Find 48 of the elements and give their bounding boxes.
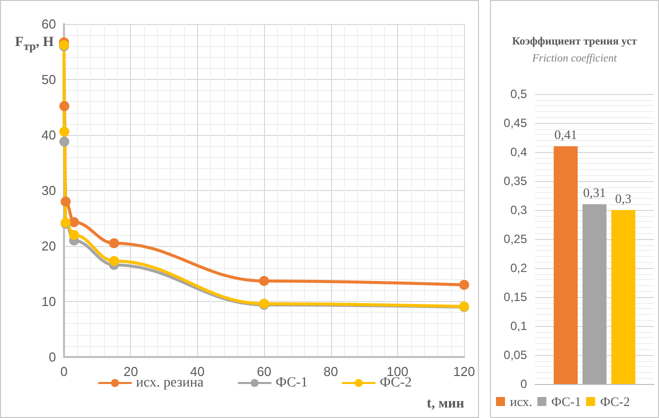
y-tick-label: 0 (520, 377, 528, 391)
point (60, 196, 71, 207)
data-label: 0,41 (554, 127, 578, 142)
x-tick-label: 0 (60, 364, 68, 379)
x-tick-label: 120 (453, 364, 476, 379)
y-tick-label: 0,25 (504, 232, 528, 246)
x-tick-label: 60 (256, 364, 272, 379)
y-tick-label: 20 (42, 238, 56, 254)
legend-label: ФС-2 (600, 394, 630, 409)
y-tick-label: 0,15 (504, 290, 528, 304)
point (69, 230, 80, 240)
y-tick-label: 0,4 (510, 145, 528, 159)
y-tick-label: 0,05 (504, 348, 528, 362)
bar (554, 146, 578, 384)
data-label: 0,31 (583, 185, 606, 200)
legend-label: исх. (510, 394, 532, 409)
y-tick-label: 0,1 (510, 319, 528, 333)
bar (582, 204, 606, 384)
point (69, 217, 80, 228)
chart-title: Коэффициент трения уст (512, 36, 638, 48)
chart-subtitle: Friction coefficient (531, 52, 618, 64)
point (59, 136, 70, 147)
y-tick-label: 0,2 (510, 261, 528, 275)
y-tick-label: 50 (42, 72, 56, 87)
y-tick-label: 0 (48, 350, 56, 364)
y-tick-label: 0,35 (504, 174, 528, 188)
y-tick-label: 0,45 (504, 116, 528, 130)
legend-label: ФС-1 (276, 376, 308, 390)
legend-label: ФС-1 (551, 394, 582, 409)
point (59, 126, 70, 137)
point (259, 276, 270, 286)
data-label: 0,3 (615, 191, 632, 206)
x-axis-title: t, мин (426, 396, 464, 412)
legend-label: ФС-2 (380, 376, 412, 390)
point (109, 238, 120, 248)
y-tick-label: 10 (42, 294, 56, 309)
x-tick-label: 80 (324, 364, 338, 379)
point (59, 101, 70, 112)
y-tick-label: 0,5 (510, 87, 528, 101)
bar (611, 210, 636, 384)
y-tick-label: 60 (42, 16, 56, 32)
y-tick-label: 30 (42, 183, 56, 198)
point (459, 280, 470, 290)
point (109, 256, 120, 266)
y-axis-title: F$_{тр}$, Н (15, 35, 54, 53)
x-tick-label: 20 (123, 364, 138, 379)
y-tick-label: 0,3 (510, 203, 528, 217)
y-tick-label: 40 (42, 128, 56, 142)
